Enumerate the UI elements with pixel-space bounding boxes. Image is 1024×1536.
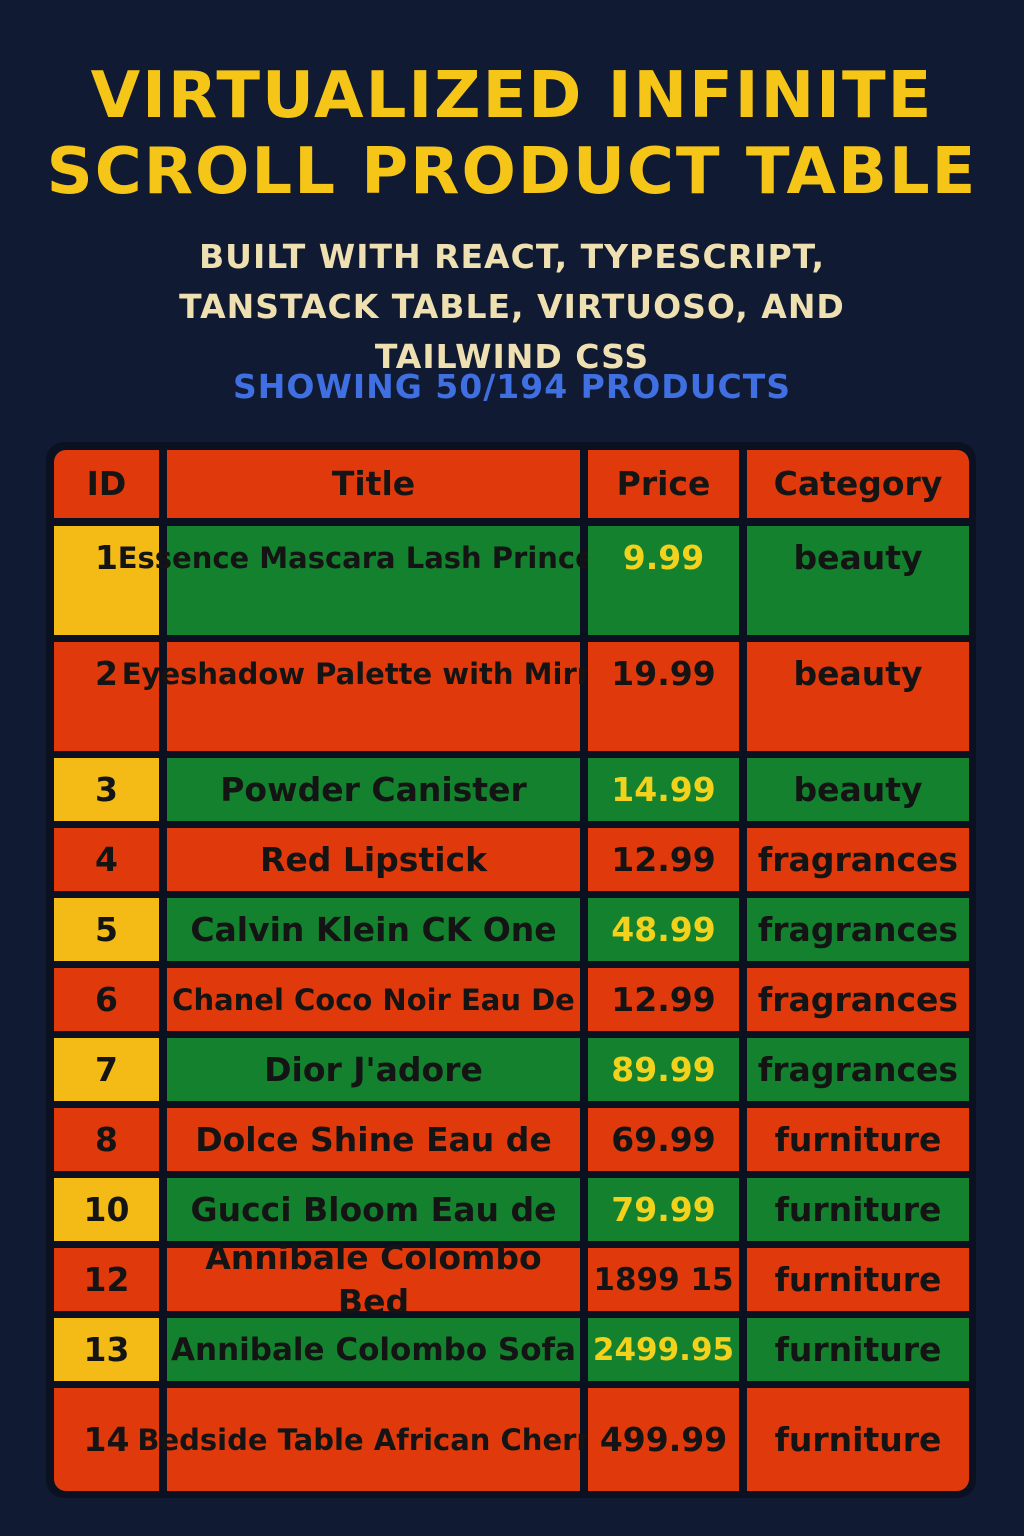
cell-id: 3 [54,758,159,821]
cell-id: 12 [54,1248,159,1311]
cell-price: 14.99 [588,758,739,821]
table-row[interactable]: 7 Dior J'adore 89.99 fragrances [46,1038,976,1101]
column-header-price[interactable]: Price [588,450,739,518]
cell-id: 5 [54,898,159,961]
cell-id: 10 [54,1178,159,1241]
cell-title: Essence Mascara Lash Princess [118,526,629,635]
cell-id: 8 [54,1108,159,1171]
page-title: Virtualized Infinite Scroll Product Tabl… [46,59,978,209]
cell-price: 69.99 [588,1108,739,1171]
cell-id: 14 [54,1388,159,1491]
table-row[interactable]: 2 Eyeshadow Palette with Mirror 19.99 beaut… [46,642,976,751]
cell-price: 499.99 [588,1388,739,1491]
table-row[interactable]: 12 Annibale Colombo Bed 1899 15 furniture [46,1238,976,1321]
column-header-id[interactable]: ID [54,450,159,518]
table-row[interactable]: 6 Chanel Coco Noir Eau De 12.99 fragrances [46,968,976,1031]
cell-title: Chanel Coco Noir Eau De [167,968,580,1031]
cell-price: 79.99 [588,1178,739,1241]
cell-category: fragrances [747,828,969,891]
table-row[interactable]: 1 Essence Mascara Lash Princess 9.99 beauty [46,526,976,635]
cell-price: 48.99 [588,898,739,961]
cell-category: furniture [747,1318,969,1381]
cell-category: fragrances [747,898,969,961]
cell-category: furniture [747,1108,969,1171]
cell-category: furniture [747,1248,969,1311]
cell-price: 89.99 [588,1038,739,1101]
cell-price: 2499.95 [588,1318,739,1381]
cell-id: 4 [54,828,159,891]
cell-price: 12.99 [588,968,739,1031]
table-row[interactable]: 3 Powder Canister 14.99 beauty [46,758,976,821]
cell-title: Gucci Bloom Eau de [167,1178,580,1241]
cell-title: Annibale Colombo Sofa [167,1318,580,1381]
cell-category: furniture [747,1178,969,1241]
cell-price: 12.99 [588,828,739,891]
showing-count: Showing 50/194 Products [233,367,791,406]
table-row[interactable]: 13 Annibale Colombo Sofa 2499.95 furniture [46,1318,976,1381]
cell-category: fragrances [747,968,969,1031]
table-row[interactable]: 5 Calvin Klein CK One 48.99 fragrances [46,898,976,961]
cell-id: 1 [54,526,159,635]
cell-category: beauty [747,758,969,821]
cell-title: Powder Canister [167,758,580,821]
column-header-category[interactable]: Category [747,450,969,518]
cell-id: 2 [54,642,159,751]
table-row[interactable]: 4 Red Lipstick 12.99 fragrances [46,828,976,891]
cell-title: Annibale Colombo Bed [167,1238,580,1321]
cell-price: 9.99 [588,526,739,635]
table-header-row: ID Title Price Category [46,450,976,518]
cell-title: Dior J'adore [167,1038,580,1101]
cell-category: furniture [747,1388,969,1491]
cell-id: 6 [54,968,159,1031]
column-header-title[interactable]: Title [167,450,580,518]
cell-id: 13 [54,1318,159,1381]
table-row[interactable]: 14 Bedside Table African Cherry 499.99 furn… [46,1388,976,1491]
cell-title: Calvin Klein CK One [167,898,580,961]
cell-price: 19.99 [588,642,739,751]
cell-id: 7 [54,1038,159,1101]
cell-title: Eyeshadow Palette with Mirror [122,642,625,751]
cell-price: 1899 15 [588,1248,739,1311]
cell-title: Red Lipstick [167,828,580,891]
cell-category: beauty [747,526,969,635]
cell-title: Dolce Shine Eau de [167,1108,580,1171]
cell-category: fragrances [747,1038,969,1101]
cell-title: Bedside Table African Cherry [137,1388,610,1491]
cell-category: beauty [747,642,969,751]
product-table: ID Title Price Category 1 Essence Mascara… [46,442,976,1498]
page-subtitle: Built with React, TypeScript, TanStack T… [179,237,845,376]
table-row[interactable]: 10 Gucci Bloom Eau de 79.99 furniture [46,1178,976,1241]
table-row[interactable]: 8 Dolce Shine Eau de 69.99 furniture [46,1108,976,1171]
